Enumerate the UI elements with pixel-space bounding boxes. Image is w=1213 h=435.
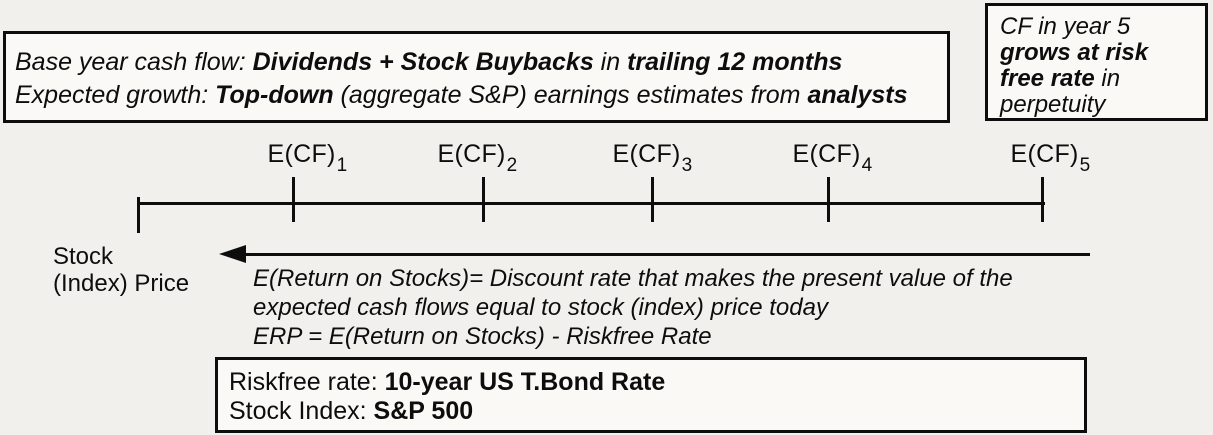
assumptions-line1-prefix: Base year cash flow: [15, 48, 253, 76]
timeline-tick-4 [827, 177, 830, 222]
erp-formula-line: ERP = E(Return on Stocks) - Riskfree Rat… [253, 323, 712, 350]
cashflow-label-4: E(CF)4 [772, 140, 892, 175]
timeline-tick-2 [482, 177, 485, 222]
assumptions-line2-bold-analysts: analysts [807, 81, 908, 109]
terminal-growth-box: CF in year 5 grows at risk free rate in … [985, 3, 1208, 121]
riskfree-line-2: Stock Index: S&P 500 [229, 397, 1084, 426]
stock-price-line-2: (Index) Price [53, 270, 190, 297]
timeline-axis [137, 202, 1045, 205]
assumptions-box: Base year cash flow: Dividends + Stock B… [3, 31, 950, 123]
terminal-suffix: in perpetuity [1000, 65, 1121, 118]
timeline-tick-0 [137, 197, 140, 233]
discount-rate-definition: E(Return on Stocks)= Discount rate that … [253, 264, 1013, 351]
left-arrowhead-icon [219, 245, 246, 263]
assumptions-line1-bold-trailing: trailing 12 months [627, 48, 843, 76]
stock-index-label: Stock Index: [229, 397, 374, 425]
cashflow-label-4-sub: 4 [861, 155, 873, 176]
cashflow-label-4-base: E(CF) [792, 140, 861, 168]
timeline-tick-3 [651, 177, 654, 222]
terminal-bold: grows at risk free rate [1000, 39, 1149, 92]
discount-arrow-line [240, 253, 1090, 256]
assumptions-line-2: Expected growth: Top-down (aggregate S&P… [15, 79, 947, 112]
stock-index-price-label: Stock (Index) Price [53, 243, 189, 297]
stock-index-value: S&P 500 [373, 397, 474, 425]
assumptions-line2-mid: (aggregate S&P) earnings estimates from [333, 81, 808, 109]
discount-definition-line-2: expected cash flows equal to stock (inde… [253, 294, 828, 321]
timeline-tick-5 [1041, 177, 1044, 222]
cashflow-label-2-sub: 2 [506, 155, 518, 176]
cashflow-label-1-base: E(CF) [267, 140, 336, 168]
riskfree-line-1: Riskfree rate: 10-year US T.Bond Rate [229, 368, 1084, 397]
cashflow-label-1: E(CF)1 [247, 140, 367, 175]
riskfree-rate-label: Riskfree rate: [229, 368, 385, 396]
cashflow-label-5-base: E(CF) [1010, 140, 1079, 168]
assumptions-line2-bold-topdown: Top-down [215, 81, 334, 109]
assumptions-line-1: Base year cash flow: Dividends + Stock B… [15, 46, 947, 79]
assumptions-line1-mid: in [593, 48, 628, 76]
assumptions-line2-prefix: Expected growth: [15, 81, 216, 109]
assumptions-line1-bold-dividends: Dividends + Stock Buybacks [252, 48, 594, 76]
riskfree-rate-value: 10-year US T.Bond Rate [384, 368, 666, 396]
cashflow-label-5: E(CF)5 [990, 140, 1110, 175]
cashflow-label-3-base: E(CF) [612, 140, 681, 168]
stock-price-line-1: Stock [53, 243, 114, 270]
cashflow-label-3: E(CF)3 [592, 140, 712, 175]
cashflow-label-3-sub: 3 [681, 155, 693, 176]
cashflow-label-2: E(CF)2 [417, 140, 537, 175]
cashflow-label-1-sub: 1 [336, 155, 348, 176]
cashflow-label-5-sub: 5 [1079, 155, 1091, 176]
discount-definition-line-1: E(Return on Stocks)= Discount rate that … [253, 265, 1013, 292]
cashflow-label-2-base: E(CF) [437, 140, 506, 168]
terminal-prefix: CF in year 5 [1000, 13, 1131, 40]
riskfree-box: Riskfree rate: 10-year US T.Bond Rate St… [215, 357, 1087, 433]
timeline-tick-1 [292, 177, 295, 222]
